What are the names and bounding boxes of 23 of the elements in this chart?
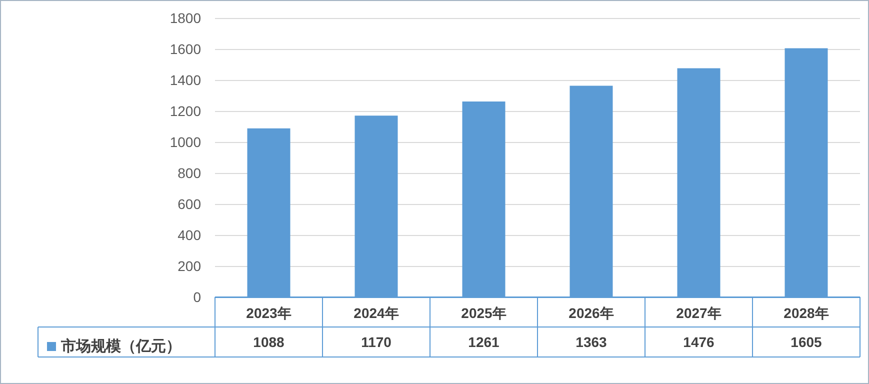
x-tick-label: 2025年: [461, 305, 506, 321]
data-label: 1476: [683, 334, 715, 350]
y-tick-label: 400: [178, 227, 202, 243]
data-label: 1363: [576, 334, 608, 350]
x-tick-label: 2024年: [354, 305, 399, 321]
y-tick-label: 1600: [170, 41, 202, 57]
data-label: 1261: [468, 334, 500, 350]
x-tick-label: 2023年: [246, 305, 292, 321]
y-tick-label: 1400: [170, 72, 202, 88]
x-tick-label: 2028年: [784, 305, 829, 321]
data-label: 1605: [790, 334, 822, 350]
y-tick-label: 200: [178, 258, 202, 274]
data-label: 1170: [361, 334, 392, 350]
y-tick-label: 1200: [170, 103, 202, 119]
x-tick-label: 2027年: [676, 305, 722, 321]
y-tick-label: 800: [178, 165, 202, 181]
data-label: 1088: [253, 334, 285, 350]
x-tick-label: 2026年: [568, 305, 614, 321]
y-tick-label: 1000: [170, 134, 202, 150]
y-tick-label: 600: [178, 196, 202, 212]
y-tick-label: 0: [193, 289, 202, 305]
legend-label: 市场规模（亿元）: [60, 337, 181, 355]
y-tick-label: 1800: [170, 10, 202, 26]
